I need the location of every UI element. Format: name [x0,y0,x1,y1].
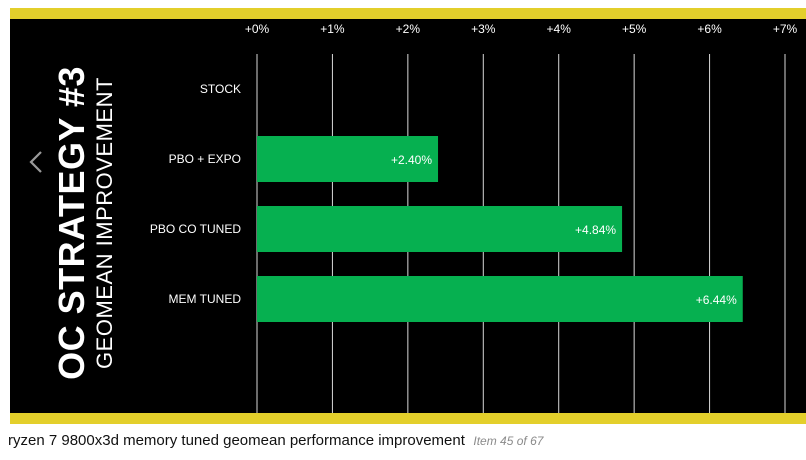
x-tick-label: +0% [245,22,270,36]
category-label: STOCK [200,82,241,96]
bar-chart: +0% +1% +2% +3% +4% +5% +6% +7% STOCK PBO + EXPO +… [150,22,798,413]
x-tick-label: +3% [471,22,496,36]
item-counter: Item 45 of 67 [473,434,544,448]
x-tick-label: +7% [773,22,798,36]
x-tick-label: +1% [320,22,345,36]
chart-title: OC STRATEGY #3 [51,66,92,380]
bar [257,136,439,182]
bar [257,206,623,252]
category-label: MEM TUNED [169,292,242,306]
bar [257,276,743,322]
chart-panel: +0% +1% +2% +3% +4% +5% +6% +7% STOCK PBO + EXPO +… [10,19,806,413]
data-label: +2.40% [391,153,432,167]
chevron-left-icon[interactable] [22,147,52,177]
slide: +0% +1% +2% +3% +4% +5% +6% +7% STOCK PBO + EXPO +… [10,8,806,426]
x-tick-label: +4% [547,22,572,36]
image-caption: ryzen 7 9800x3d memory tuned geomean per… [8,432,543,450]
chart-subtitle: GEOMEAN IMPROVEMENT [92,77,117,369]
x-tick-label: +6% [697,22,722,36]
category-label: PBO CO TUNED [150,222,241,236]
data-label: +4.84% [575,223,616,237]
top-accent-stripe [10,8,806,19]
x-tick-label: +5% [622,22,647,36]
data-label: +6.44% [696,293,737,307]
bottom-accent-stripe [10,413,806,424]
caption-text: ryzen 7 9800x3d memory tuned geomean per… [8,432,465,449]
category-label: PBO + EXPO [169,152,241,166]
x-tick-label: +2% [396,22,421,36]
